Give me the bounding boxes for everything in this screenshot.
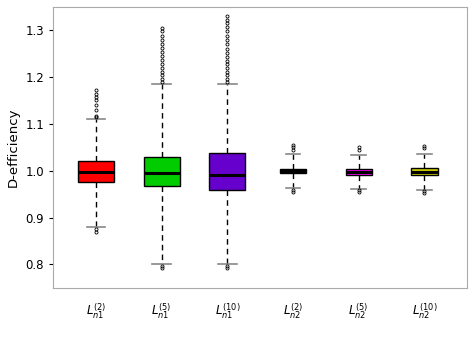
Bar bbox=[209, 153, 246, 191]
Bar bbox=[411, 168, 438, 176]
Bar bbox=[280, 170, 306, 173]
Bar bbox=[78, 161, 114, 183]
Bar bbox=[144, 157, 180, 186]
Text: $L_{n1}^{(2)}$: $L_{n1}^{(2)}$ bbox=[86, 302, 106, 321]
Y-axis label: D-efficiency: D-efficiency bbox=[7, 108, 20, 187]
Bar bbox=[346, 169, 372, 174]
Text: $L_{n2}^{(2)}$: $L_{n2}^{(2)}$ bbox=[283, 302, 303, 321]
Text: $L_{n2}^{(5)}$: $L_{n2}^{(5)}$ bbox=[348, 302, 369, 321]
Text: $L_{n1}^{(10)}$: $L_{n1}^{(10)}$ bbox=[215, 302, 240, 321]
Text: $L_{n2}^{(10)}$: $L_{n2}^{(10)}$ bbox=[411, 302, 437, 321]
Text: $L_{n1}^{(5)}$: $L_{n1}^{(5)}$ bbox=[152, 302, 172, 321]
